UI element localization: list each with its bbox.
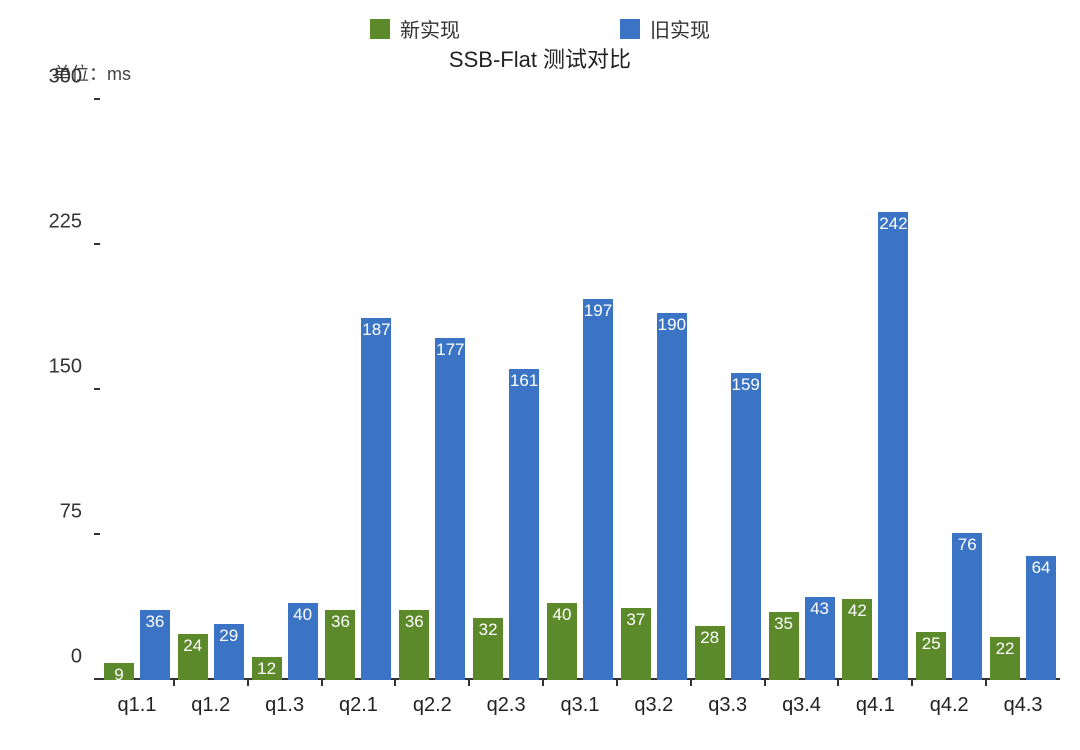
y-tick-mark [94,678,100,680]
y-tick-mark [94,388,100,390]
bar-group: 35 43 [769,100,835,680]
bar-new: 25 [916,632,946,680]
bar-new: 32 [473,618,503,680]
bar-new: 12 [252,657,282,680]
y-tick-mark [94,533,100,535]
bar-old: 190 [657,313,687,680]
plot-area: 0751502253009362429124036187361773216140… [100,100,1060,680]
bar-value-label: 36 [140,612,170,632]
legend-label-new: 新实现 [400,14,460,43]
y-tick-mark [94,243,100,245]
x-tick-label: q3.2 [634,694,673,717]
bar-old: 159 [731,373,761,680]
bar-value-label: 76 [952,535,982,555]
y-tick-label: 0 [12,646,100,669]
x-tick-label: q1.1 [117,694,156,717]
bar-value-label: 37 [621,610,651,630]
y-tick-label: 225 [12,211,100,234]
bar-old: 242 [878,212,908,680]
bar-group: 12 40 [252,100,318,680]
legend-swatch-old [620,19,640,39]
x-tick-label: q2.1 [339,694,378,717]
bar-value-label: 24 [178,636,208,656]
bar-value-label: 36 [399,612,429,632]
bar-group: 37 190 [621,100,687,680]
bar-new: 36 [325,610,355,680]
x-tick-label: q3.4 [782,694,821,717]
legend-item-old: 旧实现 [620,14,710,43]
bar-value-label: 9 [104,665,134,685]
legend: 新实现 旧实现 [0,14,1080,43]
bar-group: 28 159 [695,100,761,680]
bar-new: 22 [990,637,1020,680]
bar-value-label: 64 [1026,558,1056,578]
bar-value-label: 12 [252,659,282,679]
x-tick-label: q1.3 [265,694,304,717]
bar-group: 36 187 [325,100,391,680]
y-tick-label: 75 [12,501,100,524]
bar-value-label: 25 [916,634,946,654]
x-tick-label: q2.3 [487,694,526,717]
bar-value-label: 35 [769,614,799,634]
bar-value-label: 177 [435,340,465,360]
bar-value-label: 42 [842,601,872,621]
bar-new: 42 [842,599,872,680]
bar-value-label: 242 [878,214,908,234]
bar-value-label: 28 [695,628,725,648]
legend-item-new: 新实现 [370,14,460,43]
bar-value-label: 190 [657,315,687,335]
x-axis-labels: q1.1 q1.2 q1.3 q2.1 q2.2 q2.3 q3.1 q3.2 q3.3 q3.4… [100,686,1060,726]
x-tick-label: q3.3 [708,694,747,717]
bar-value-label: 161 [509,371,539,391]
bar-group: 22 64 [990,100,1056,680]
y-tick-label: 150 [12,356,100,379]
bar-old: 29 [214,624,244,680]
bar-new: 28 [695,626,725,680]
bar-value-label: 32 [473,620,503,640]
x-tick-label: q2.2 [413,694,452,717]
bar-old: 187 [361,318,391,680]
bar-group: 9 36 [104,100,170,680]
y-tick-mark [94,98,100,100]
x-tick-label: q4.1 [856,694,895,717]
x-tick-label: q3.1 [561,694,600,717]
bar-group: 24 29 [178,100,244,680]
bar-group: 40 197 [547,100,613,680]
bar-old: 161 [509,369,539,680]
bar-value-label: 197 [583,301,613,321]
bar-old: 197 [583,299,613,680]
bar-value-label: 43 [805,599,835,619]
bar-value-label: 187 [361,320,391,340]
bar-new: 35 [769,612,799,680]
bar-new: 24 [178,634,208,680]
bar-value-label: 40 [547,605,577,625]
x-tick-label: q4.3 [1004,694,1043,717]
bar-old: 76 [952,533,982,680]
bar-value-label: 29 [214,626,244,646]
legend-swatch-new [370,19,390,39]
bar-new: 36 [399,610,429,680]
bar-value-label: 22 [990,639,1020,659]
bar-value-label: 40 [288,605,318,625]
bar-value-label: 159 [731,375,761,395]
legend-label-old: 旧实现 [650,14,710,43]
ssb-flat-chart: 新实现 旧实现 SSB-Flat 测试对比 单位：ms 075150225300… [0,0,1080,750]
bar-new: 40 [547,603,577,680]
bar-old: 40 [288,603,318,680]
bar-group: 42 242 [842,100,908,680]
bar-value-label: 36 [325,612,355,632]
bar-new: 37 [621,608,651,680]
bar-old: 64 [1026,556,1056,680]
bar-old: 36 [140,610,170,680]
bar-old: 43 [805,597,835,680]
chart-title: SSB-Flat 测试对比 [0,42,1080,74]
bar-group: 25 76 [916,100,982,680]
bar-group: 36 177 [399,100,465,680]
x-tick-label: q1.2 [191,694,230,717]
bar-old: 177 [435,338,465,680]
bar-group: 32 161 [473,100,539,680]
y-tick-label: 300 [12,66,100,89]
x-tick-label: q4.2 [930,694,969,717]
bar-new: 9 [104,663,134,680]
